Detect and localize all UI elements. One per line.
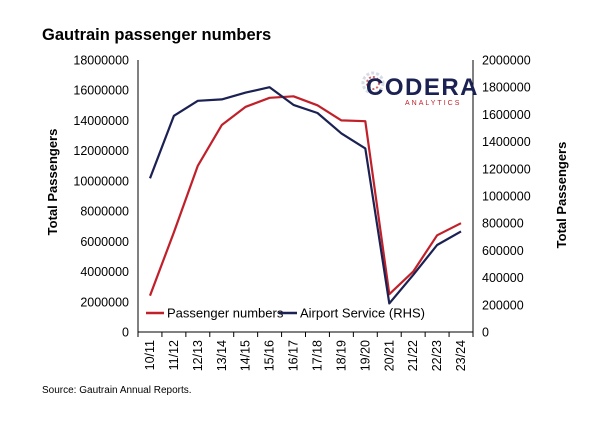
logo-text: CODERA: [366, 74, 479, 101]
legend-label-airport: Airport Service (RHS): [300, 306, 425, 321]
right-tick-label: 400000: [482, 271, 524, 285]
x-tick-label: 11/12: [167, 340, 181, 370]
right-tick-label: 1600000: [482, 108, 531, 122]
x-tick-label: 15/16: [263, 340, 277, 371]
right-axis-label: Total Passengers: [554, 142, 569, 249]
chart-title: Gautrain passenger numbers: [42, 26, 272, 44]
x-tick-label: 12/13: [191, 340, 205, 371]
left-tick-label: 8000000: [80, 205, 129, 219]
left-tick-label: 12000000: [73, 144, 129, 158]
right-tick-label: 1800000: [482, 81, 531, 95]
right-tick-label: 200000: [482, 298, 524, 312]
x-tick-label: 14/15: [239, 340, 253, 371]
series-lines: [148, 86, 462, 305]
left-tick-label: 16000000: [73, 84, 129, 98]
right-tick-label: 1400000: [482, 135, 531, 149]
x-tick-label: 16/17: [287, 340, 301, 371]
x-tick-label: 23/24: [454, 340, 468, 371]
right-axis-ticks: 0 200000 400000 600000 800000 1000000 1200000 1…: [482, 54, 531, 340]
x-tick-label: 13/14: [215, 340, 229, 371]
left-tick-label: 2000000: [80, 295, 129, 309]
legend: Passenger numbers Airport Service (RHS): [146, 306, 425, 321]
right-tick-label: 600000: [482, 244, 524, 258]
x-tick-label: 19/20: [358, 340, 372, 371]
left-tick-label: 6000000: [80, 235, 129, 249]
series-line-airport-service: [148, 86, 462, 305]
right-tick-label: 2000000: [482, 54, 531, 68]
x-tick-label: 22/23: [430, 340, 444, 371]
logo-inner-icon: [366, 76, 380, 90]
left-axis-ticks: 0 2000000 4000000 6000000 8000000 10000000 120…: [73, 54, 129, 340]
x-tick-label: 18/19: [334, 340, 348, 371]
x-tick-label: 17/18: [310, 340, 324, 371]
right-tick-label: 0: [482, 326, 489, 340]
logo-ring-icon: [361, 71, 385, 95]
right-tick-label: 1200000: [482, 162, 531, 176]
left-tick-label: 14000000: [73, 114, 129, 128]
x-tick-label: 10/11: [143, 340, 157, 370]
x-axis-ticks: 10/11 11/12 12/13 13/14 14/15 15/16 16/17 17/18…: [137, 332, 474, 371]
x-tick-label: 20/21: [382, 340, 396, 371]
right-tick-label: 800000: [482, 217, 524, 231]
left-tick-label: 10000000: [73, 174, 129, 188]
right-tick-label: 1000000: [482, 190, 531, 204]
left-tick-label: 0: [122, 326, 129, 340]
series-line-passenger-numbers: [148, 95, 462, 297]
codera-logo: CODERA ANALYTICS: [361, 71, 479, 107]
legend-label-passenger: Passenger numbers: [167, 306, 284, 321]
left-tick-label: 4000000: [80, 265, 129, 279]
x-tick-label: 21/22: [406, 340, 420, 371]
logo-subtext: ANALYTICS: [405, 100, 461, 107]
left-tick-label: 18000000: [73, 54, 129, 68]
left-axis-label: Total Passengers: [45, 129, 60, 236]
source-note: Source: Gautrain Annual Reports.: [42, 385, 192, 396]
